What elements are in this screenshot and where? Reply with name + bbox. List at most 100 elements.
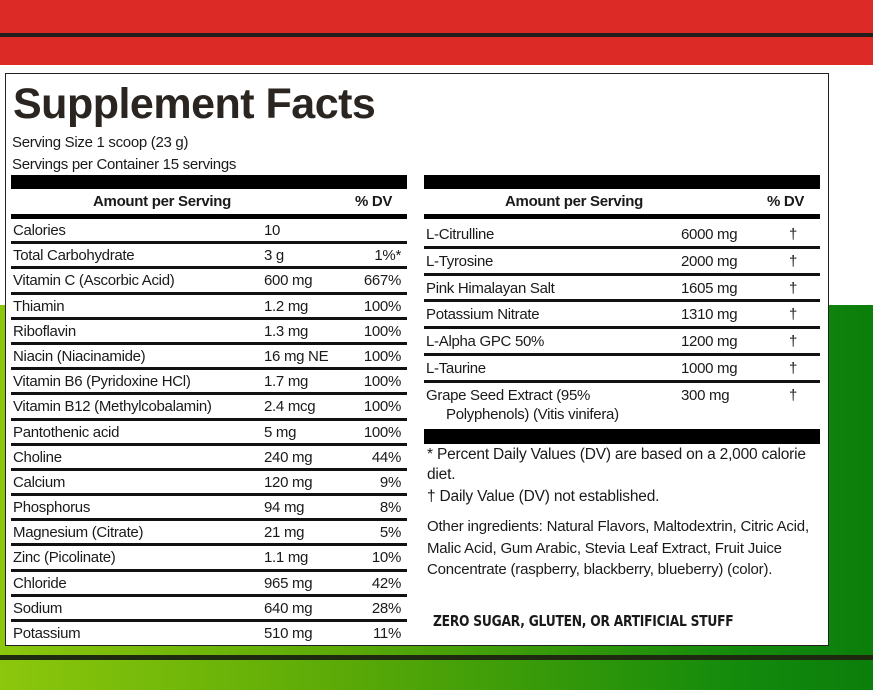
table-row: Riboflavin 1.3 mg 100% (11, 320, 407, 345)
divider-bar (11, 175, 407, 189)
table-row: L-Alpha GPC 50% 1200 mg † (424, 329, 820, 356)
nutrient-amount: 640 mg (264, 599, 313, 617)
table-row: Sodium 640 mg 28% (11, 597, 407, 622)
ingredient-name: Potassium Nitrate (426, 306, 540, 324)
nutrient-name: Vitamin C (Ascorbic Acid) (13, 272, 175, 290)
nutrient-amount: 10 (264, 222, 281, 239)
nutrient-name: Thiamin (13, 297, 65, 315)
tagline: ZERO SUGAR, GLUTEN, OR ARTIFICIAL STUFF (433, 612, 734, 630)
table-row: Magnesium (Citrate) 21 mg 5% (11, 521, 407, 547)
nutrient-dv: 10% (371, 549, 401, 567)
footnote-dv: * Percent Daily Values (DV) are based on… (427, 446, 806, 483)
nutrient-amount: 16 mg NE (264, 347, 329, 365)
serving-size: Serving Size 1 scoop (23 g) (12, 134, 189, 151)
ingredient-amount: 1000 mg (681, 359, 738, 377)
divider-bar (424, 175, 820, 189)
ingredient-dv: † (789, 252, 798, 270)
nutrient-amount: 600 mg (264, 272, 313, 290)
nutrient-dv: 1%* (374, 247, 401, 265)
ingredient-name: L-Alpha GPC 50% (426, 333, 545, 351)
nutrient-dv: 100% (363, 398, 401, 416)
ingredient-amount: 1605 mg (681, 279, 738, 297)
nutrient-dv: 28% (371, 599, 401, 617)
table-row: Vitamin B12 (Methylcobalamin) 2.4 mcg 100% (11, 395, 407, 421)
table-row: Calcium 120 mg 9% (11, 471, 407, 497)
right-header-dv: % DV (767, 193, 805, 210)
nutrient-name: Potassium (13, 625, 81, 642)
nutrient-name: Niacin (Niacinamide) (13, 347, 146, 365)
nutrient-name: Magnesium (Citrate) (13, 524, 144, 542)
table-row: Pink Himalayan Salt 1605 mg † (424, 276, 820, 303)
table-row: Vitamin C (Ascorbic Acid) 600 mg 667% (11, 269, 407, 295)
ingredient-name: L-Citrulline (426, 226, 495, 243)
table-row: Pantothenic acid 5 mg 100% (11, 421, 407, 446)
table-row: Chloride 965 mg 42% (11, 572, 407, 597)
ingredient-dv: † (789, 359, 798, 377)
nutrient-dv: 100% (363, 322, 401, 340)
divider-bar (424, 214, 820, 219)
nutrient-dv: 100% (363, 373, 401, 391)
other-ingredients: Other ingredients: Natural Flavors, Malt… (427, 518, 809, 578)
nutrient-dv: 11% (372, 625, 401, 642)
nutrient-amount: 510 mg (264, 625, 313, 642)
nutrient-amount: 1.1 mg (264, 549, 309, 567)
table-row: L-Taurine 1000 mg † (424, 356, 820, 383)
servings-per-container: Servings per Container 15 servings (12, 156, 237, 173)
footer-stripe (0, 655, 873, 660)
nutrient-amount: 965 mg (264, 574, 313, 592)
ingredient-dv: † (789, 333, 798, 351)
left-nutrient-table: Calories 10 Total Carbohydrate 3 g 1%* Vitami… (11, 219, 407, 647)
supplement-facts-panel: Supplement Facts Serving Size 1 scoop (2… (5, 73, 829, 646)
nutrient-dv: 667% (363, 272, 401, 290)
nutrient-amount: 21 mg (264, 524, 305, 542)
nutrient-dv: 100% (363, 297, 401, 315)
nutrient-amount: 3 g (264, 247, 284, 265)
nutrient-dv: 9% (379, 473, 401, 491)
nutrient-amount: 5 mg (264, 423, 297, 441)
red-banner (0, 0, 873, 65)
nutrient-name: Vitamin B6 (Pyridoxine HCl) (13, 373, 191, 391)
table-row: L-Citrulline 6000 mg † (424, 222, 820, 249)
nutrient-name: Calcium (13, 473, 66, 491)
nutrient-amount: 120 mg (264, 473, 313, 491)
left-header-dv: % DV (355, 193, 393, 210)
nutrient-amount: 240 mg (264, 448, 313, 466)
nutrient-dv: 42% (371, 574, 401, 592)
table-row: Calories 10 (11, 219, 407, 245)
nutrient-name: Pantothenic acid (13, 423, 120, 441)
ingredient-amount: 300 mg (681, 386, 730, 404)
ingredient-name: L-Taurine (426, 359, 486, 377)
table-row: Total Carbohydrate 3 g 1%* (11, 244, 407, 270)
left-header-amount: Amount per Serving (93, 193, 231, 210)
nutrient-amount: 1.7 mg (264, 373, 309, 391)
nutrient-name: Vitamin B12 (Methylcobalamin) (13, 398, 212, 416)
nutrient-amount: 1.2 mg (264, 297, 309, 315)
table-row: Potassium 510 mg 11% (11, 622, 407, 647)
table-row: L-Tyrosine 2000 mg † (424, 249, 820, 276)
ingredient-dv: † (789, 279, 798, 297)
nutrient-name: Riboflavin (13, 322, 76, 340)
divider-bar (424, 429, 820, 444)
banner-stripe (0, 33, 873, 37)
table-row: Potassium Nitrate 1310 mg † (424, 302, 820, 330)
nutrient-name: Total Carbohydrate (13, 247, 135, 265)
panel-title: Supplement Facts (13, 80, 376, 128)
nutrient-dv: 5% (379, 524, 401, 542)
right-ingredient-table: L-Citrulline 6000 mg † L-Tyrosine 2000 mg † Pi… (424, 222, 820, 429)
nutrient-name: Phosphorus (13, 499, 91, 517)
nutrient-name: Choline (13, 448, 62, 466)
nutrient-amount: 94 mg (264, 499, 305, 517)
nutrient-name: Chloride (13, 574, 67, 592)
ingredient-name: L-Tyrosine (426, 252, 494, 270)
table-row: Zinc (Picolinate) 1.1 mg 10% (11, 546, 407, 572)
nutrient-amount: 2.4 mcg (264, 398, 316, 416)
nutrient-name: Sodium (13, 599, 63, 617)
ingredient-amount: 2000 mg (681, 252, 738, 270)
ingredient-amount: 1200 mg (681, 333, 738, 351)
nutrient-dv: 100% (363, 423, 401, 441)
ingredient-amount: 6000 mg (681, 226, 738, 243)
ingredient-name: Grape Seed Extract (95% (426, 386, 591, 404)
nutrient-dv: 100% (363, 347, 401, 365)
ingredient-dv: † (789, 386, 798, 404)
ingredient-dv: † (789, 306, 798, 324)
